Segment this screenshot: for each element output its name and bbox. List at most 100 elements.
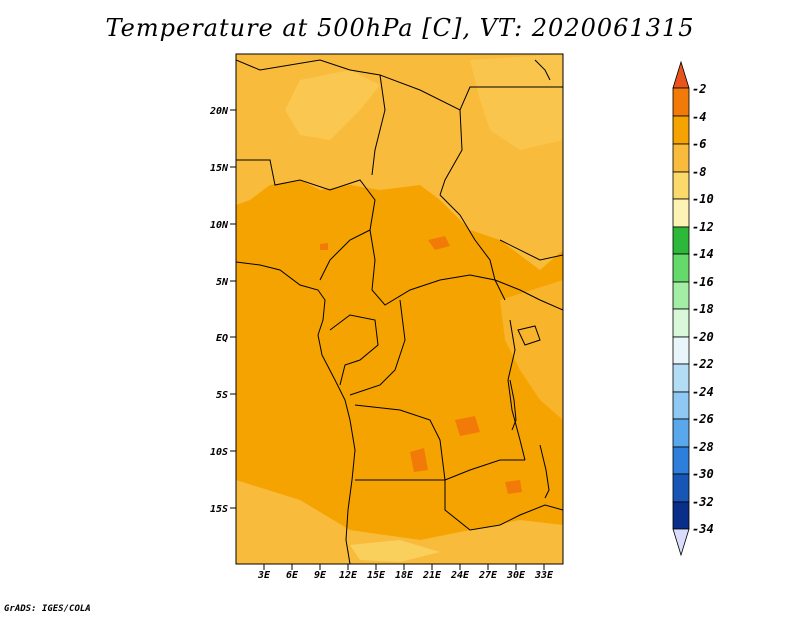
colorbar-segment (672, 418, 690, 448)
east-border (499, 239, 563, 261)
lat-label: 5S (216, 390, 228, 401)
colorbar-segment (672, 501, 690, 530)
lon-label: 24E (450, 570, 470, 581)
colorbar-segment (672, 115, 690, 145)
colorbar-label: -24 (692, 385, 714, 399)
colorbar-label: -22 (692, 357, 714, 371)
lon-tick-33E: 33E (534, 564, 554, 581)
border-12 (329, 314, 379, 386)
colorbar-segment (672, 473, 690, 503)
lon-tick-30E: 30E (506, 564, 526, 581)
contour-region-north (236, 54, 563, 270)
lon-label: 9E (314, 570, 327, 581)
border-7 (494, 279, 563, 311)
lat-tick-20N: 20N (209, 106, 236, 117)
lon-tick-27E: 27E (478, 564, 498, 581)
colorbar-label: -32 (692, 495, 714, 509)
colorbar-segment (672, 308, 690, 338)
lon-label: 30E (506, 570, 526, 581)
colorbar (672, 60, 690, 557)
border-4 (439, 109, 463, 196)
lake-tanganyika (509, 379, 517, 431)
lon-tick-3E: 3E (257, 564, 271, 581)
lon-tick-9E: 9E (314, 564, 327, 581)
lat-tick-EQ: EQ (216, 333, 236, 344)
colorbar-segment (672, 446, 690, 475)
lon-axis: 3E 6E 9E 12E 15E 18E 21E 24E 27E 30E 33E (257, 564, 554, 581)
colorbar-labels: -2 -4 -6 -8 -10 -12 -14 -16 -18 -20 -22 … (692, 82, 714, 536)
colorbar-label: -10 (692, 192, 714, 206)
border-5 (369, 229, 506, 306)
warm-patch-5 (320, 243, 328, 250)
colorbar-label: -20 (692, 330, 714, 344)
colorbar-label: -2 (692, 82, 706, 96)
colorbar-label: -18 (692, 302, 714, 316)
lat-tick-5S: 5S (216, 390, 236, 401)
lon-tick-12E: 12E (339, 564, 358, 581)
contour-region-sahel (285, 70, 380, 140)
colorbar-label: -26 (692, 412, 714, 426)
lon-label: 18E (395, 570, 414, 581)
warm-patch-1 (428, 236, 450, 250)
lat-label: 10N (210, 220, 229, 231)
west-coast (236, 261, 356, 564)
warm-patch-3 (410, 448, 428, 472)
lon-label: 6E (286, 570, 299, 581)
colorbar-label: -16 (692, 275, 714, 289)
warm-patch-2 (455, 416, 480, 436)
border-6 (439, 194, 496, 281)
colorbar-label: -28 (692, 440, 714, 454)
lat-tick-10S: 10S (210, 447, 236, 458)
lon-tick-24E: 24E (450, 564, 470, 581)
lake-malawi (539, 444, 550, 499)
colorbar-label: -4 (692, 110, 706, 124)
border-1 (236, 159, 376, 281)
colorbar-segment (672, 363, 690, 393)
lat-label: EQ (216, 333, 228, 344)
coastlines-and-borders (236, 59, 563, 564)
lon-label: 12E (339, 570, 358, 581)
lat-tick-15S: 15S (210, 504, 236, 515)
border-11 (349, 299, 406, 396)
colorbar-label: -8 (692, 165, 706, 179)
colorbar-segment (672, 143, 690, 173)
plot-title: Temperature at 500hPa [C], VT: 202006131… (105, 14, 695, 42)
colorbar-top-arrow (672, 60, 690, 89)
colorbar-label: -30 (692, 467, 714, 481)
contour-region-northeast (470, 54, 563, 150)
lon-tick-18E: 18E (395, 564, 414, 581)
lon-tick-15E: 15E (367, 564, 386, 581)
lat-tick-10N: 10N (210, 220, 236, 231)
map-frame (235, 53, 564, 565)
lat-tick-15N: 15N (210, 163, 236, 174)
colorbar-segment (672, 226, 690, 255)
colorbar-bottom-arrow (672, 528, 690, 557)
lake-victoria (517, 325, 541, 346)
lat-label: 5N (216, 277, 229, 288)
lat-label: 15S (210, 504, 228, 515)
map-panel (236, 54, 563, 564)
colorbar-segment (672, 336, 690, 365)
contour-region-south (236, 480, 563, 564)
warm-patch-4 (505, 480, 522, 494)
colorbar-segment (672, 87, 690, 117)
colorbar-label: -14 (692, 247, 714, 261)
colorbar-segment (672, 171, 690, 200)
contour-region-south-2 (350, 540, 440, 562)
lon-label: 3E (257, 570, 271, 581)
colorbar-label: -12 (692, 220, 714, 234)
border-9 (354, 404, 525, 481)
colorbar-label: -34 (692, 522, 714, 536)
red-sea-coast (534, 59, 551, 81)
border-3 (371, 74, 386, 176)
lon-label: 33E (534, 570, 554, 581)
lon-label: 15E (367, 570, 386, 581)
colorbar-segment (672, 198, 690, 228)
lat-label: 20N (209, 106, 229, 117)
grads-credit: GrADS: IGES/COLA (4, 604, 91, 614)
lat-tick-5N: 5N (216, 277, 236, 288)
border-8 (507, 319, 526, 461)
colorbar-segment (672, 391, 690, 420)
lon-tick-21E: 21E (422, 564, 442, 581)
